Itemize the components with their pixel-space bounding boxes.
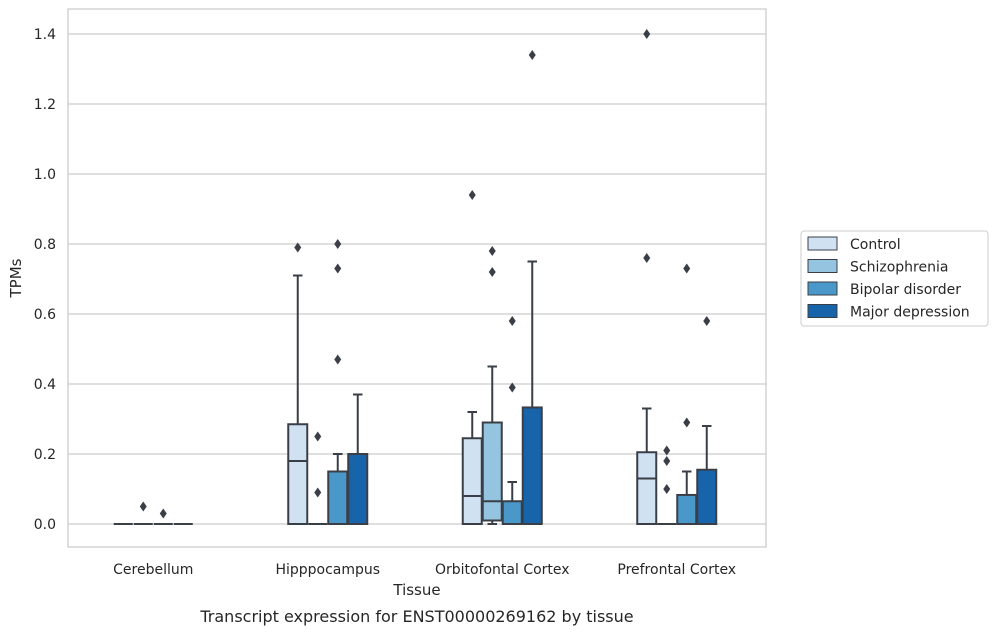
outlier-point [488,267,496,277]
outlier-point [508,316,516,326]
y-tick-label: 0.0 [34,517,56,533]
legend-item: Major depression [807,304,970,321]
box-group [657,445,677,525]
legend-item: Bipolar disorder [807,281,961,298]
legend-frame [800,230,989,327]
legend-item: Control [807,236,901,253]
box-group [501,316,523,525]
legend-label: Major depression [850,305,970,321]
y-tick-label: 1.4 [34,27,56,43]
y-tick-label: 0.2 [34,447,56,463]
legend-item: Schizophrenia [807,259,948,276]
outlier-point [508,382,516,393]
box-body [676,493,698,526]
box-group [133,501,153,525]
box-body [636,451,658,525]
outlier-point [488,246,496,256]
box-group [636,29,658,525]
box-layer [113,29,718,526]
outlier-point [314,431,322,442]
plot-background [68,9,766,547]
x-tick-label: Prefrontal Cortex [617,562,736,578]
outlier-point [663,445,671,456]
box-body [347,453,369,525]
legend-swatch [807,281,838,296]
outlier-point [334,239,342,249]
box-group [676,263,698,526]
legend: Control Schizophrenia Bipolar disorder Majo… [800,230,989,327]
outlier-point [334,354,342,365]
y-tick-label: 0.6 [34,307,56,323]
chart-caption: Transcript expression for ENST0000026916… [199,607,633,626]
outlier-point [683,417,691,428]
y-axis-title: TPMs [7,258,25,298]
box-body [521,406,543,526]
y-tick-label: 0.8 [34,237,56,253]
outlier-point [643,29,651,39]
legend-label: Control [850,237,901,253]
box-body [461,437,483,525]
outlier-point [663,484,671,494]
outlier-point [139,501,147,512]
legend-items: Control Schizophrenia Bipolar disorder Majo… [807,236,970,321]
x-tick-label: Cerebellum [113,562,193,578]
legend-label: Schizophrenia [850,260,948,276]
box-group [696,316,718,525]
gridlines [68,33,766,525]
x-axis-title: Tissue [392,581,440,599]
outlier-point [683,263,691,274]
outlier-point [528,50,536,60]
box-group [153,508,173,525]
box-group [308,431,328,525]
outlier-point [159,508,167,519]
outlier-point [294,242,302,253]
box-group [327,239,349,525]
legend-swatch [807,304,838,318]
plot-frame [67,8,767,548]
box-group [287,242,309,525]
x-tick-label: Orbitofontal Cortex [435,562,570,578]
box-group [521,50,543,526]
legend-swatch [807,236,838,251]
box-body [481,421,503,522]
y-tick-label: 0.4 [34,377,56,393]
x-tick-labels: Cerebellum Hipppocampus Orbitofontal Corte… [113,562,736,578]
box-body [327,470,349,525]
box-group [347,393,369,525]
outlier-point [663,456,671,466]
outlier-point [643,253,651,263]
outlier-point [314,487,322,498]
y-tick-label: 1.0 [34,167,56,183]
box-body [696,468,718,525]
y-tick-labels: 0.0 0.2 0.4 0.6 0.8 1.0 1.2 1.4 [34,27,56,533]
outlier-point [468,190,476,200]
legend-label: Bipolar disorder [850,282,961,298]
outlier-point [334,263,342,274]
box-group [461,190,483,525]
box-body [501,500,523,525]
outlier-point [703,316,711,326]
x-tick-label: Hipppocampus [275,562,380,578]
box-group [481,246,503,525]
box-body [287,423,309,525]
y-tick-label: 1.2 [34,97,56,113]
legend-swatch [807,259,838,273]
